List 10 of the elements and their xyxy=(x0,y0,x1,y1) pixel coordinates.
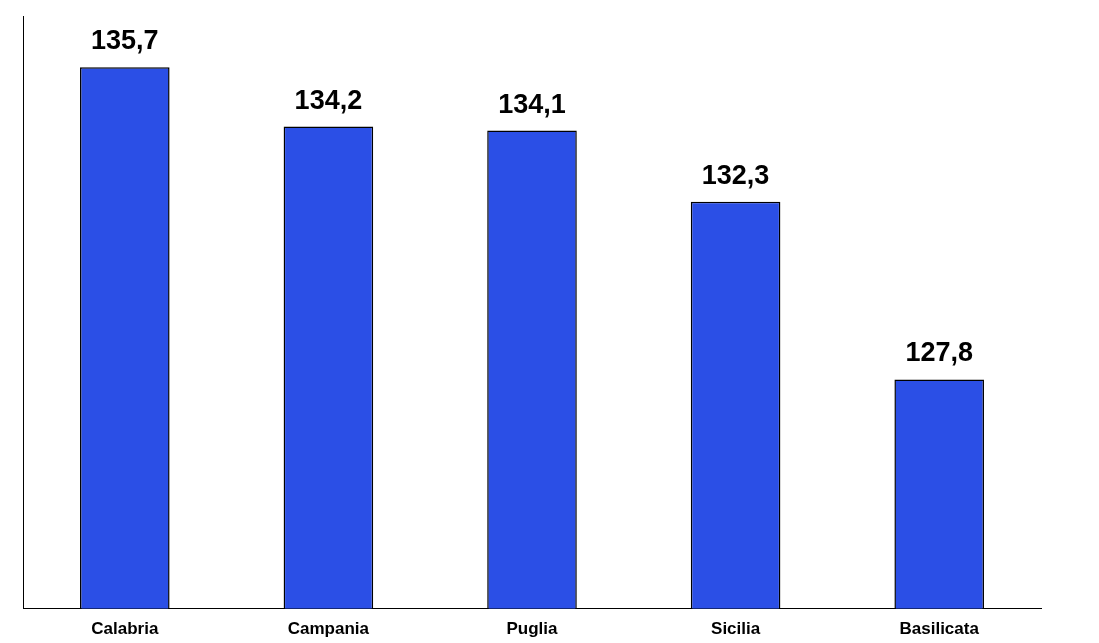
data-label: 134,2 xyxy=(294,84,363,115)
data-label: 132,3 xyxy=(701,159,770,190)
x-tick-label: Calabria xyxy=(91,619,159,639)
data-label: 127,8 xyxy=(905,337,973,368)
data-label: 135,7 xyxy=(91,25,159,56)
data-label: 134,1 xyxy=(498,88,566,119)
x-tick-label: Campania xyxy=(287,619,370,639)
x-tick-label: Basilicata xyxy=(899,619,980,639)
x-tick-label: Sicilia xyxy=(711,619,761,639)
x-tick-label: Puglia xyxy=(506,619,559,639)
